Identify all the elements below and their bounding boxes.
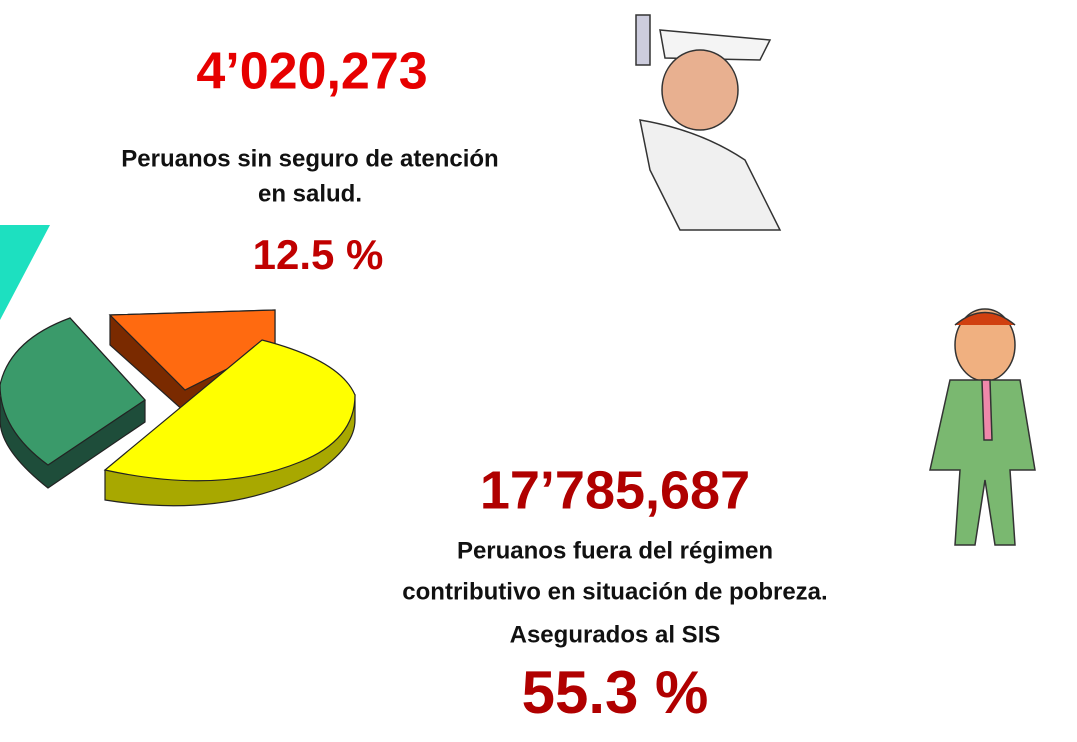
caption: contributivo en situación de pobreza. [402,578,827,605]
caption: Peruanos fuera del régimen [457,537,773,564]
stat-number: 4’020,273 [196,43,427,101]
pie-illustration [0,310,355,506]
man-illustration [930,309,1035,545]
caption: Asegurados al SIS [510,621,721,648]
accent-triangle [0,225,50,320]
nurse-illustration [636,15,780,230]
slide: 4’020,273 Peruanos sin seguro de atenció… [0,0,1077,742]
caption: Peruanos sin seguro de atención [121,145,498,172]
caption: en salud. [258,180,362,207]
stat-number: 17’785,687 [480,460,750,520]
percent: 55.3 % [522,659,709,726]
percent: 12.5 % [253,231,384,278]
